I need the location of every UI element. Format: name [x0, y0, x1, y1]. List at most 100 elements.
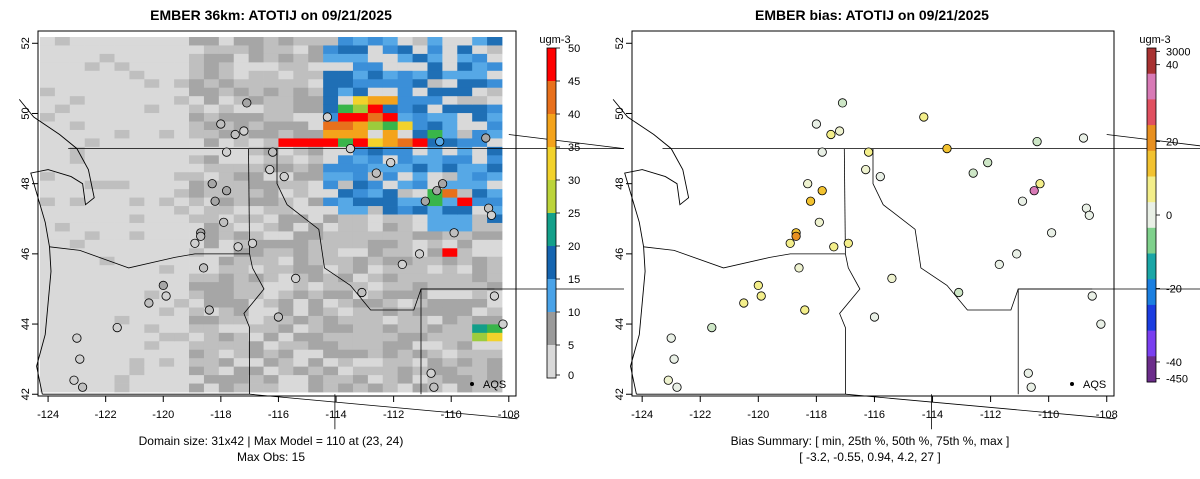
model-grid-cell — [457, 231, 473, 241]
model-grid-cell — [189, 282, 205, 291]
model-grid-cell — [248, 113, 264, 122]
model-grid-cell — [323, 341, 339, 351]
model-grid-cell — [442, 121, 458, 131]
x-tick-label: -110 — [441, 409, 462, 421]
x-tick-label: -114 — [922, 409, 943, 421]
model-grid-cell — [263, 290, 279, 300]
model-grid-cell — [323, 282, 339, 291]
model-grid-cell — [352, 53, 369, 63]
model-grid-cell — [412, 341, 428, 351]
model-grid-cell — [472, 104, 488, 114]
aqs-site-marker — [432, 186, 442, 196]
model-grid-cell — [40, 282, 56, 291]
model-grid-cell — [99, 163, 115, 173]
aqs-site-marker — [919, 112, 929, 122]
model-grid-cell — [218, 383, 235, 393]
y-tick-label: 42 — [614, 388, 626, 400]
model-grid-cell — [203, 239, 220, 249]
model-grid-cell — [293, 189, 309, 198]
model-grid-cell — [129, 62, 145, 72]
model-grid-cell — [427, 214, 443, 224]
bias-colorbar-segment — [1147, 253, 1156, 280]
model-grid-cell — [69, 366, 86, 376]
model-grid-cell — [457, 189, 473, 198]
model-grid-cell — [233, 87, 250, 97]
model-grid-cell — [323, 70, 339, 80]
model-grid-cell — [472, 53, 488, 63]
model-grid-cell — [278, 180, 294, 190]
model-grid-cell — [382, 172, 399, 182]
model-grid-cell — [233, 70, 250, 80]
model-grid-cell — [203, 315, 220, 325]
model-grid-cell — [203, 138, 220, 148]
model-grid-cell — [159, 146, 175, 156]
model-grid-cell — [40, 146, 56, 156]
model-grid-cell — [472, 324, 488, 334]
model-grid-cell — [367, 248, 384, 258]
model-grid-cell — [308, 324, 324, 334]
model-grid-cell — [84, 96, 101, 106]
model-grid-cell — [114, 163, 130, 173]
model-grid-cell — [233, 366, 250, 376]
model-grid-cell — [54, 366, 71, 376]
model-grid-cell — [412, 189, 428, 198]
model-grid-cell — [129, 349, 145, 359]
model-grid-cell — [278, 307, 294, 317]
model-grid-cell — [84, 315, 101, 325]
model-grid-cell — [427, 248, 443, 258]
model-grid-cell — [174, 172, 190, 182]
model-grid-cell — [293, 332, 309, 342]
model-grid-cell — [427, 96, 443, 106]
aqs-site-marker — [834, 126, 845, 136]
colorbar-tick-label: 5 — [568, 340, 574, 352]
aqs-site-marker — [437, 179, 448, 189]
model-grid-cell — [472, 222, 488, 232]
left-caption-line1: Domain size: 31x42 | Max Model = 110 at … — [139, 434, 404, 448]
model-grid-cell — [427, 53, 443, 63]
model-grid-cell — [218, 256, 235, 266]
colorbar-segment — [547, 147, 556, 181]
model-grid-cell — [397, 307, 413, 317]
model-grid-cell — [412, 265, 428, 275]
model-grid-cell — [367, 375, 384, 384]
model-grid-cell — [69, 189, 86, 198]
model-grid-cell — [159, 315, 175, 325]
model-grid-cell — [472, 62, 488, 72]
right-title: EMBER bias: ATOTIJ on 09/21/2025 — [755, 7, 989, 23]
model-grid-cell — [203, 248, 220, 258]
model-grid-cell — [233, 197, 250, 207]
x-tick-label: -112 — [980, 409, 1001, 421]
model-grid-cell — [129, 375, 145, 384]
model-grid-cell — [174, 62, 190, 72]
model-grid-cell — [427, 307, 443, 317]
aqs-site-marker — [112, 322, 122, 333]
model-grid-cell — [457, 163, 473, 173]
model-grid-cell — [472, 366, 488, 376]
model-grid-cell — [218, 138, 235, 148]
model-grid-cell — [233, 273, 250, 283]
model-grid-cell — [323, 45, 339, 55]
model-grid-cell — [412, 332, 428, 342]
model-grid-cell — [367, 307, 384, 317]
model-grid-cell — [487, 70, 503, 80]
model-grid-cell — [323, 180, 339, 190]
aqs-site-marker — [397, 259, 407, 269]
model-grid-cell — [248, 248, 264, 258]
model-grid-cell — [54, 341, 71, 351]
model-grid-cell — [218, 282, 235, 291]
model-grid-cell — [412, 231, 428, 241]
aqs-site-marker — [800, 305, 810, 315]
model-grid-cell — [382, 79, 399, 89]
model-grid-cell — [189, 307, 205, 317]
model-grid-cell — [129, 315, 145, 325]
model-grid-cell — [54, 45, 71, 55]
model-grid-cell — [54, 273, 71, 283]
aqs-site-marker — [672, 382, 682, 392]
model-grid-cell — [54, 375, 71, 384]
model-grid-cell — [99, 273, 115, 283]
model-grid-cell — [323, 121, 339, 131]
model-grid-cell — [159, 206, 175, 215]
model-grid-cell — [442, 299, 458, 308]
model-grid-cell — [278, 366, 294, 376]
model-grid-cell — [263, 45, 279, 55]
